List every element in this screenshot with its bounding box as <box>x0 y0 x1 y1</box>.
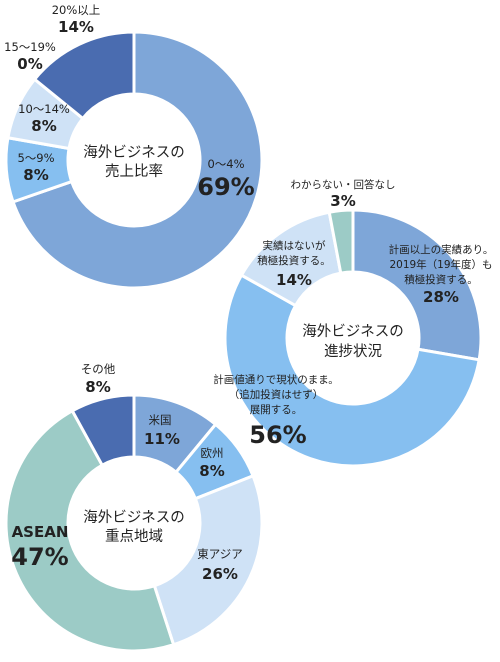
donut1-cat-2: 10〜14% <box>18 102 70 116</box>
donut2-val-0: 28% <box>423 288 459 306</box>
donut1-center-line2: 売上比率 <box>105 163 163 180</box>
donut1-val-1: 8% <box>23 166 48 184</box>
donut1-slice-4 <box>32 30 136 121</box>
donut1-val-2: 8% <box>31 117 56 135</box>
donut3-val-2: 26% <box>202 565 238 583</box>
donut1-cat-0: 0〜4% <box>207 157 244 171</box>
donut3-val-0: 11% <box>144 430 180 448</box>
donut3-cat-3: ASEAN <box>12 523 69 541</box>
donut3-slice-3 <box>4 408 176 653</box>
donut2-cat-2-line2: 積極投資する。 <box>257 254 331 267</box>
donut3-center-line2: 重点地域 <box>105 528 163 545</box>
donut1-val-4: 14% <box>58 18 94 36</box>
donut2-cat-2-line1: 実績はないが <box>263 239 326 252</box>
donut1-val-3: 0% <box>17 55 42 73</box>
donut3-cat-1: 欧州 <box>201 446 224 460</box>
donut-sales-ratio <box>4 30 264 290</box>
donut1-val-0: 69% <box>197 173 254 201</box>
donut2-cat-1-line3: 展開する。 <box>250 404 303 416</box>
donut3-val-3: 47% <box>11 543 68 571</box>
donut3-cat-2: 東アジア <box>197 547 243 561</box>
donut-progress-status <box>223 208 483 468</box>
donut1-cat-1: 5〜9% <box>17 151 54 165</box>
donut2-cat-1-line2: （追加投資はせず） <box>229 388 324 401</box>
donut1-center-line1: 海外ビジネスの <box>83 144 185 161</box>
donut2-cat-0-line1: 計画以上の実績あり。 <box>389 243 494 256</box>
donut2-center-line2: 進捗状況 <box>324 343 382 360</box>
donut1-cat-4: 20%以上 <box>52 3 101 17</box>
donut1-slice-0 <box>11 30 264 290</box>
donut3-val-4: 8% <box>85 378 110 396</box>
donut3-slice-2 <box>152 473 264 647</box>
donut2-slice-1 <box>223 273 481 468</box>
donut2-cat-3: わからない・回答なし <box>291 178 396 191</box>
donut2-slice-0 <box>351 208 483 362</box>
donut2-val-3: 3% <box>330 192 355 210</box>
donut2-val-2: 14% <box>276 271 312 289</box>
donut1-cat-3: 15〜19% <box>4 40 56 54</box>
donut3-cat-0: 米国 <box>149 413 172 427</box>
donut2-center-line1: 海外ビジネスの <box>302 323 404 340</box>
donut3-cat-4: その他 <box>81 362 116 376</box>
donut3-slice-4 <box>70 393 136 468</box>
donut2-cat-1-line1: 計画値通りで現状のまま。 <box>213 373 339 386</box>
donut3-center-line1: 海外ビジネスの <box>83 509 185 526</box>
donut2-val-1: 56% <box>249 421 306 449</box>
donut2-cat-0-line2: 2019年（19年度）も <box>389 258 492 271</box>
donut3-val-1: 8% <box>199 462 224 480</box>
donut-focus-region <box>4 393 264 653</box>
donut2-cat-0-line3: 積極投資する。 <box>404 273 478 286</box>
donut2-slice-3 <box>327 208 355 275</box>
